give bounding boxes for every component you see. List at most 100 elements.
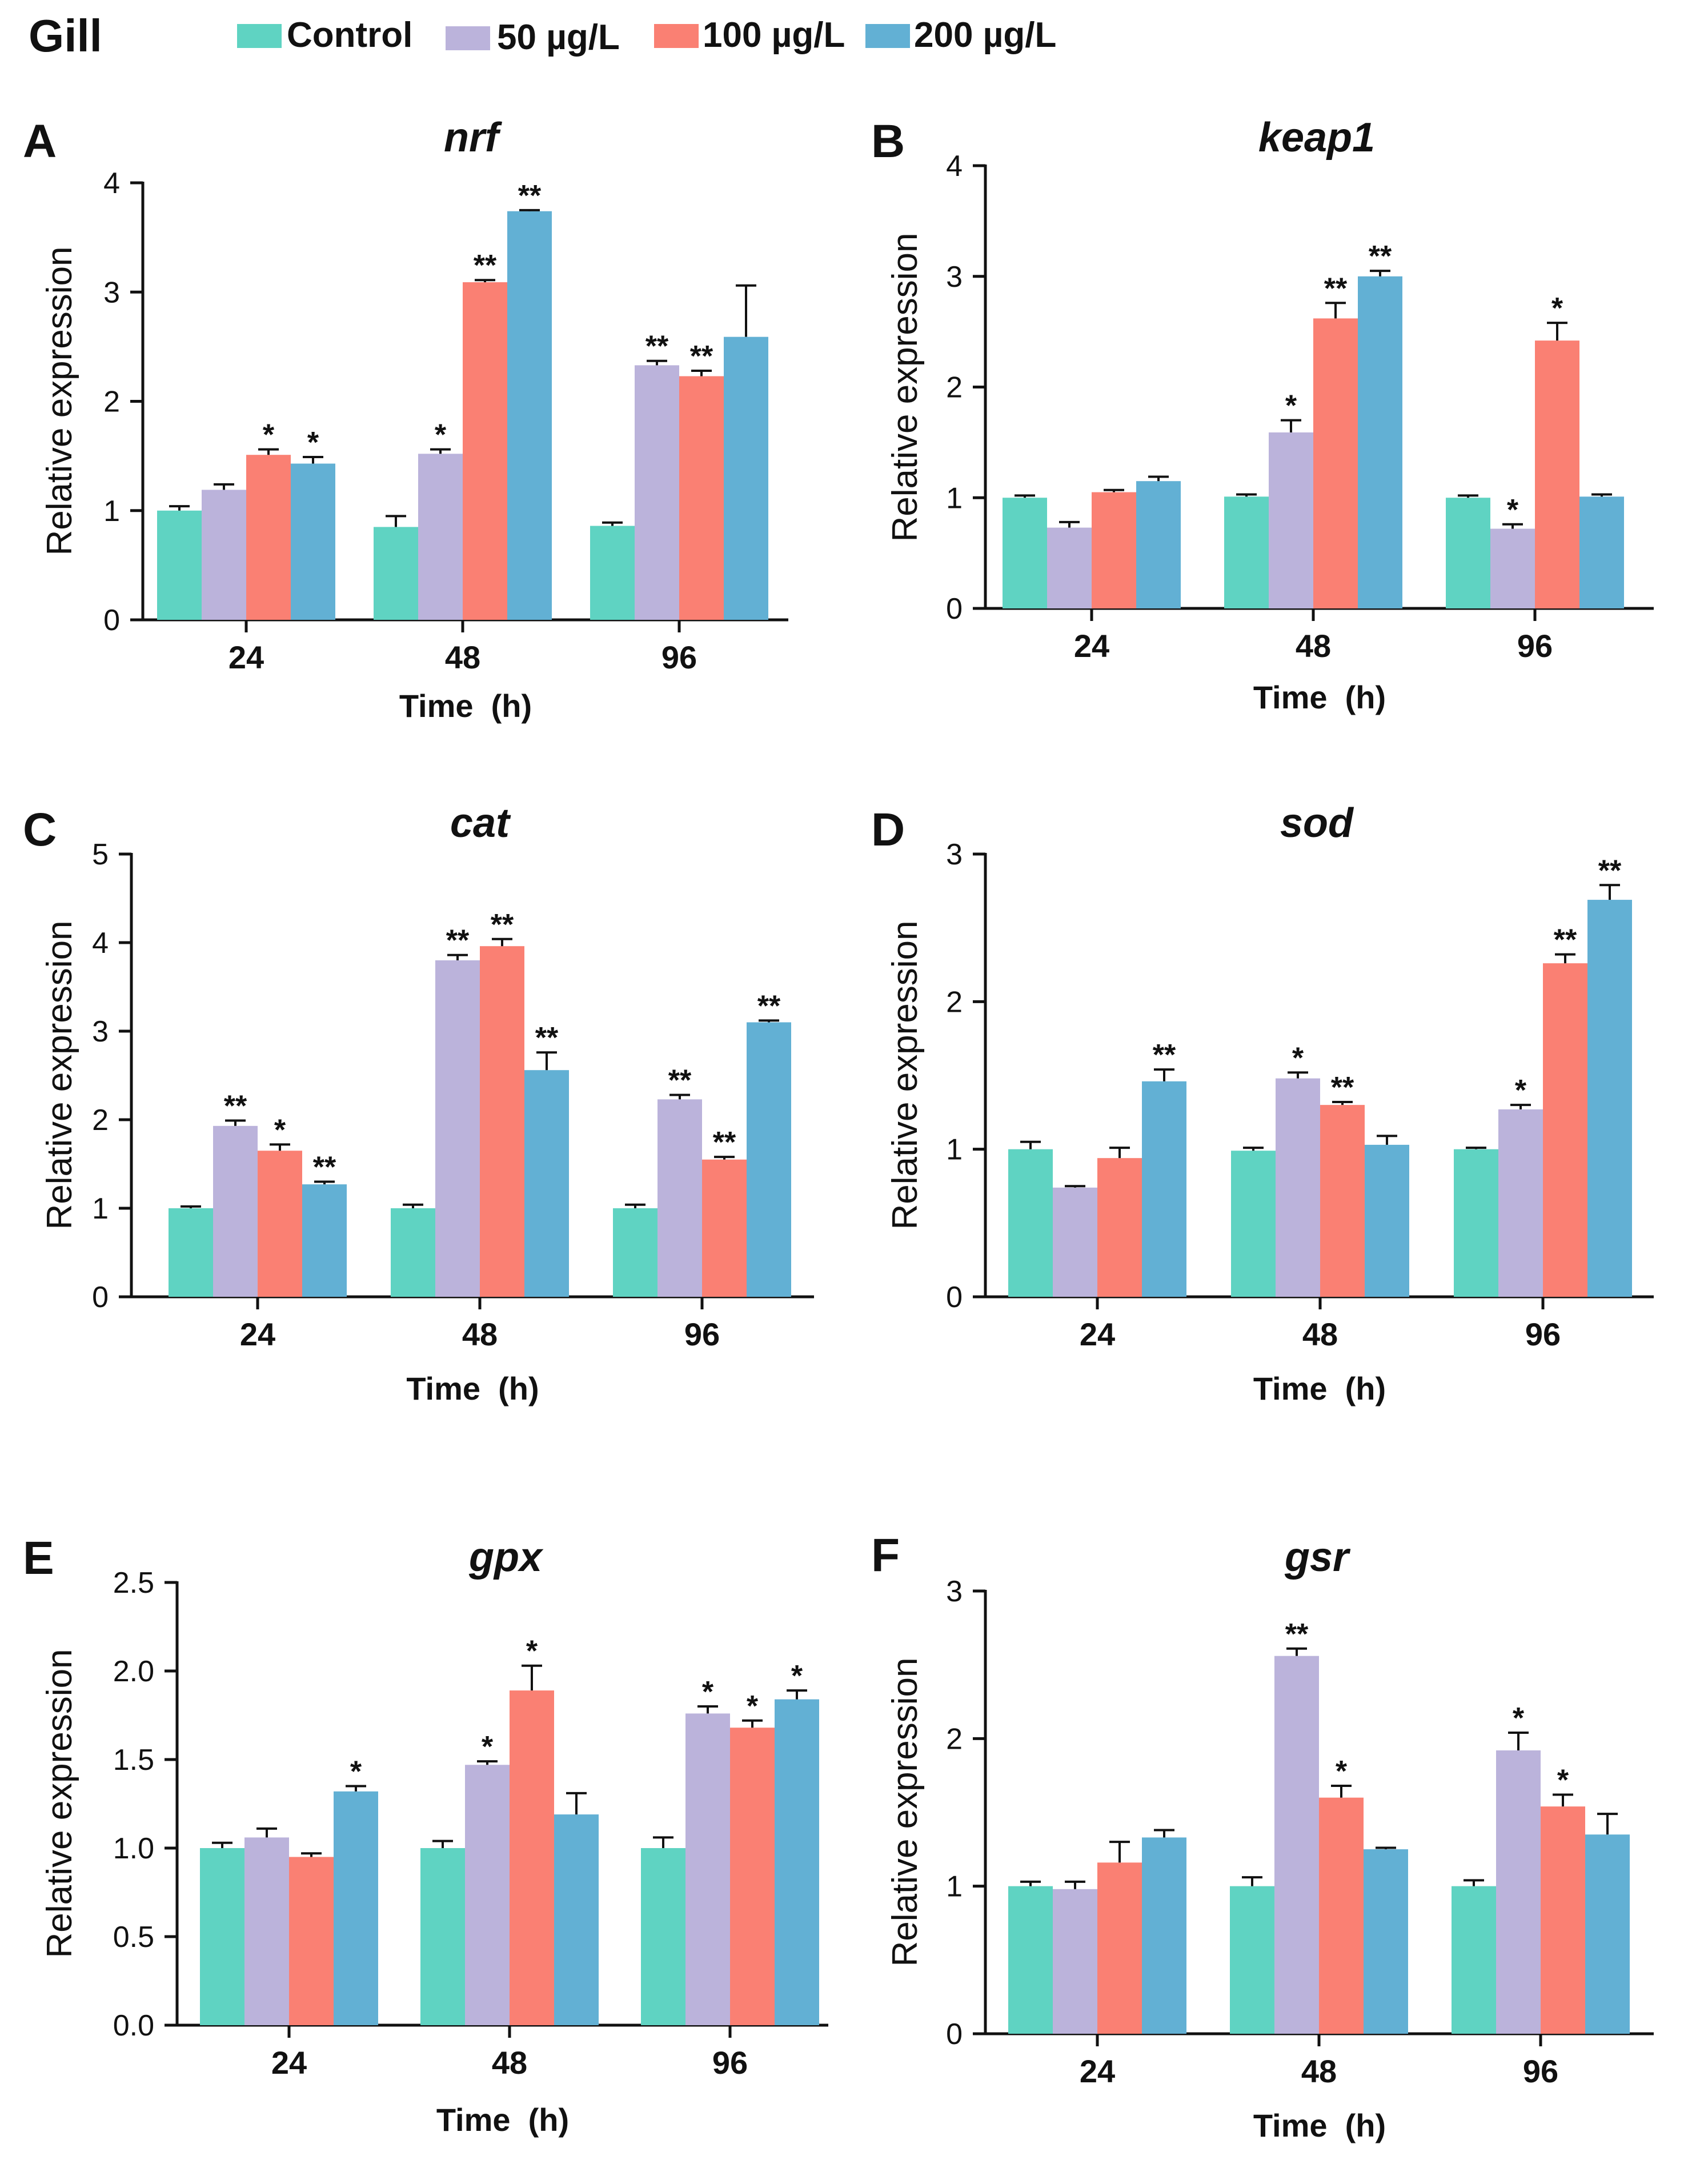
bar	[1053, 1187, 1097, 1297]
bar	[1142, 1837, 1186, 2034]
x-tick-label: 96	[1525, 1316, 1561, 1352]
bar	[641, 1848, 685, 2025]
panel-letter: F	[871, 1529, 900, 1581]
legend-swatch-50	[446, 26, 490, 50]
significance-marker: **	[1331, 1071, 1354, 1104]
significance-marker: **	[1598, 854, 1622, 887]
bar	[1543, 963, 1587, 1297]
bar	[1224, 496, 1269, 608]
significance-marker: **	[645, 330, 669, 363]
significance-marker: *	[350, 1756, 362, 1789]
bar	[1008, 1149, 1053, 1297]
bar	[244, 1837, 289, 2025]
x-tick-label: 96	[1517, 628, 1553, 664]
y-tick-label: 3	[103, 276, 120, 309]
y-tick-label: 2	[946, 1722, 963, 1756]
y-tick-label: 0	[103, 604, 120, 637]
bar	[169, 1208, 213, 1297]
bar	[1446, 498, 1490, 608]
legend-label-control: Control	[287, 15, 412, 55]
significance-marker: *	[791, 1660, 803, 1693]
y-tick-label: 2.0	[113, 1655, 154, 1688]
x-tick-label: 96	[712, 2045, 748, 2081]
significance-marker: **	[474, 249, 497, 282]
bar	[1136, 481, 1181, 608]
bar	[420, 1848, 465, 2025]
significance-marker: **	[491, 908, 514, 941]
y-tick-label: 2.5	[113, 1566, 154, 1600]
significance-marker: **	[1153, 1039, 1176, 1072]
y-tick-label: 5	[92, 838, 109, 871]
significance-marker: *	[747, 1690, 759, 1723]
bar	[1003, 498, 1047, 608]
x-axis-label: Time (h)	[406, 1370, 539, 1406]
significance-marker: **	[668, 1064, 692, 1097]
bar	[590, 526, 635, 620]
bar	[1358, 276, 1402, 608]
significance-marker: **	[446, 924, 470, 957]
y-axis-label: Relative expression	[885, 1657, 925, 1966]
bar	[554, 1814, 599, 2025]
bar	[1319, 1797, 1364, 2034]
significance-marker: *	[1513, 1702, 1525, 1735]
bar	[1585, 1834, 1630, 2034]
legend-label-200: 200 µg/L	[914, 15, 1056, 55]
bar	[258, 1151, 302, 1297]
panel-letter: B	[871, 115, 905, 167]
bar	[1320, 1105, 1365, 1297]
bar	[747, 1022, 791, 1297]
bar	[289, 1857, 334, 2025]
bar	[724, 336, 768, 620]
x-tick-label: 48	[1302, 1316, 1338, 1352]
significance-marker: *	[1507, 494, 1519, 527]
significance-marker: *	[1292, 1041, 1304, 1075]
bar	[418, 454, 463, 620]
significance-marker: **	[757, 989, 781, 1023]
y-tick-label: 4	[92, 927, 109, 960]
y-tick-label: 3	[946, 1575, 963, 1608]
legend-swatch-200	[865, 24, 910, 48]
significance-marker: **	[690, 340, 713, 373]
significance-marker: *	[263, 419, 275, 452]
tissue-title: Gill	[29, 10, 102, 61]
bar	[1092, 492, 1136, 608]
y-tick-label: 4	[103, 167, 120, 200]
bar	[1541, 1806, 1585, 2034]
bar	[480, 946, 524, 1297]
bar	[435, 960, 480, 1297]
x-tick-label: 48	[445, 639, 480, 675]
panel-title: nrf	[444, 115, 502, 161]
bar	[302, 1184, 347, 1297]
bar	[679, 376, 724, 620]
y-tick-label: 2	[103, 386, 120, 419]
bar	[291, 463, 335, 620]
y-tick-label: 0	[946, 1281, 963, 1314]
y-tick-label: 0.5	[113, 1921, 154, 1954]
bar	[157, 510, 202, 620]
bar	[1269, 432, 1313, 608]
x-tick-label: 24	[1074, 628, 1109, 664]
bar	[657, 1099, 702, 1297]
significance-marker: *	[526, 1635, 538, 1668]
x-tick-label: 24	[271, 2045, 307, 2081]
bar	[507, 211, 552, 620]
x-axis-label: Time (h)	[1253, 1370, 1386, 1406]
y-tick-label: 3	[946, 261, 963, 294]
bar	[1454, 1149, 1498, 1297]
y-axis-label: Relative expression	[885, 920, 925, 1229]
bar	[202, 490, 246, 620]
y-tick-label: 2	[946, 985, 963, 1019]
y-tick-label: 3	[92, 1015, 109, 1048]
panel-letter: E	[23, 1532, 54, 1584]
significance-marker: *	[702, 1676, 714, 1709]
bar	[200, 1848, 244, 2025]
significance-marker: *	[1285, 390, 1297, 423]
x-tick-label: 96	[684, 1316, 720, 1352]
x-tick-label: 96	[661, 639, 697, 675]
